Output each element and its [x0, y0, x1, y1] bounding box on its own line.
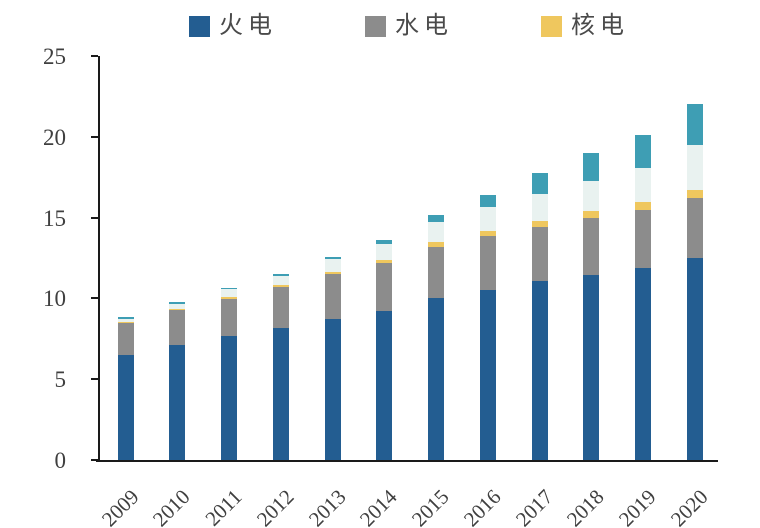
bar-segment-2019-unlabeled-teal [635, 134, 652, 168]
y-tick-label-10: 10 [43, 286, 66, 312]
bar-2012 [272, 274, 289, 460]
bar-segment-2009-火电 [117, 354, 134, 460]
bar-segment-2018-水电 [583, 218, 600, 275]
legend-label-huodian: 火电 [219, 13, 277, 39]
bar-segment-2012-水电 [272, 287, 289, 328]
bar-segment-2018-火电 [583, 274, 600, 460]
bar-segment-2012-火电 [272, 327, 289, 460]
bar-segment-2009-unlabeled-teal [117, 317, 134, 319]
bar-segment-2017-火电 [531, 281, 548, 460]
bar-segment-2020-unlabeled-light-blue [686, 144, 703, 191]
bar-segment-2016-核电 [479, 230, 496, 237]
bar-segment-2009-水电 [117, 323, 134, 355]
bar-segment-2013-水电 [324, 274, 341, 320]
bar-segment-2018-核电 [583, 211, 600, 219]
bar-segment-2020-核电 [686, 190, 703, 199]
y-tick-label-20: 20 [43, 124, 66, 150]
bar-segment-2010-unlabeled-teal [169, 302, 186, 304]
bar-segment-2015-火电 [428, 298, 445, 460]
bar-segment-2010-水电 [169, 310, 186, 346]
bar-2010 [169, 302, 186, 460]
bar-segment-2019-unlabeled-light-blue [635, 167, 652, 202]
y-tick-25 [91, 55, 98, 57]
bar-2019 [635, 134, 652, 460]
y-tick-10 [91, 297, 98, 300]
y-tick-15 [91, 216, 98, 219]
bar-2018 [583, 153, 600, 460]
bar-segment-2014-水电 [376, 262, 393, 312]
x-axis-line [96, 460, 718, 462]
bar-2015 [428, 214, 445, 460]
bar-segment-2014-unlabeled-light-blue [376, 244, 393, 260]
bar-2020 [686, 103, 703, 460]
bar-segment-2014-unlabeled-teal [376, 240, 393, 245]
bar-segment-2016-火电 [479, 289, 496, 460]
bar-2016 [479, 194, 496, 460]
y-tick-5 [91, 378, 98, 381]
legend-item-huodian: 火电 [189, 14, 277, 38]
bar-2014 [376, 240, 393, 460]
y-tick-label-15: 15 [43, 205, 66, 231]
legend-label-hedian: 核电 [571, 13, 629, 39]
legend-swatch-hedian-icon [541, 15, 562, 37]
bar-segment-2018-unlabeled-light-blue [583, 181, 600, 212]
bar-segment-2009-核电 [117, 321, 134, 324]
bar-segment-2020-unlabeled-teal [686, 103, 703, 145]
bar-segment-2020-火电 [686, 258, 703, 460]
bar-segment-2015-水电 [428, 246, 445, 299]
bar-segment-2018-unlabeled-teal [583, 153, 600, 182]
bar-segment-2017-unlabeled-light-blue [531, 194, 548, 221]
bar-segment-2011-核电 [221, 296, 238, 299]
x-tick-label-2009: 2009 [96, 484, 144, 528]
bar-segment-2013-unlabeled-light-blue [324, 259, 341, 272]
bar-2009 [117, 317, 134, 460]
bar-segment-2011-水电 [221, 298, 238, 337]
y-tick-20 [91, 135, 98, 138]
bar-2013 [324, 256, 341, 460]
bar-segment-2010-核电 [169, 308, 186, 311]
y-tick-0 [91, 459, 98, 461]
legend-swatch-shuidian-icon [365, 15, 386, 37]
y-tick-label-25: 25 [43, 44, 66, 69]
bar-segment-2014-核电 [376, 259, 393, 263]
bar-segment-2016-unlabeled-teal [479, 194, 496, 207]
bar-segment-2012-unlabeled-teal [272, 274, 289, 276]
bar-segment-2015-核电 [428, 242, 445, 247]
legend-label-shuidian: 水电 [395, 13, 453, 39]
bar-segment-2009-unlabeled-light-blue [117, 318, 134, 322]
bar-segment-2016-水电 [479, 236, 496, 290]
bar-segment-2020-水电 [686, 198, 703, 258]
legend-item-shuidian: 水电 [365, 14, 453, 38]
bar-segment-2016-unlabeled-light-blue [479, 206, 496, 231]
bar-segment-2012-unlabeled-light-blue [272, 275, 289, 286]
bar-segment-2015-unlabeled-light-blue [428, 221, 445, 243]
bar-2011 [221, 287, 238, 460]
bar-segment-2011-火电 [221, 336, 238, 460]
bar-segment-2015-unlabeled-teal [428, 214, 445, 222]
bar-segment-2017-水电 [531, 226, 548, 282]
bar-segment-2013-火电 [324, 319, 341, 460]
bar-segment-2019-水电 [635, 209, 652, 268]
bar-segment-2019-核电 [635, 201, 652, 210]
bar-segment-2012-核电 [272, 285, 289, 288]
bar-segment-2017-核电 [531, 220, 548, 227]
bar-segment-2013-核电 [324, 271, 341, 275]
chart-legend: 火电 水电 核电 [98, 14, 720, 38]
bar-segment-2019-火电 [635, 267, 652, 460]
y-axis-line [98, 56, 100, 462]
bar-segment-2013-unlabeled-teal [324, 256, 341, 260]
legend-swatch-huodian-icon [189, 15, 210, 37]
bar-segment-2010-火电 [169, 345, 186, 460]
bar-2017 [531, 173, 548, 460]
y-tick-label-0: 0 [54, 448, 67, 473]
bar-segment-2014-火电 [376, 311, 393, 460]
y-tick-label-5: 5 [54, 367, 67, 393]
bar-segment-2010-unlabeled-light-blue [169, 303, 186, 309]
legend-item-hedian: 核电 [541, 14, 629, 38]
bar-segment-2017-unlabeled-teal [531, 173, 548, 195]
bar-segment-2011-unlabeled-teal [221, 287, 238, 290]
bar-segment-2011-unlabeled-light-blue [221, 289, 238, 297]
